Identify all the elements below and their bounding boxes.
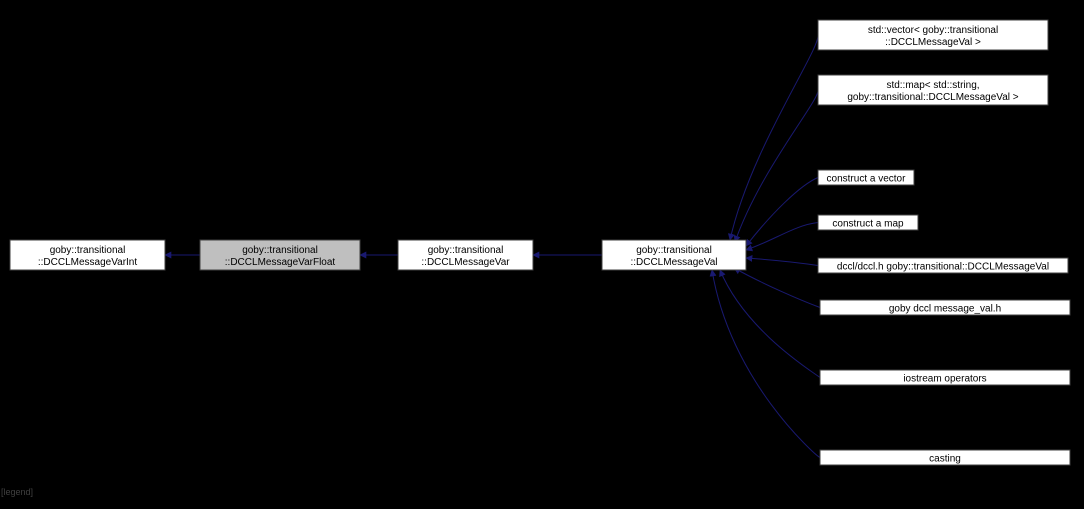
inheritance-edge [746, 223, 818, 251]
node-label: casting [929, 454, 961, 465]
inheritance-edge [712, 270, 820, 458]
inheritance-edge [734, 268, 820, 308]
class-node[interactable]: goby::transitional::DCCLMessageVal [602, 240, 746, 270]
class-node[interactable]: construct a map [818, 215, 918, 230]
node-label: goby::transitional [50, 245, 126, 256]
node-label: ::DCCLMessageVarFloat [225, 257, 336, 268]
class-node[interactable]: casting [820, 450, 1070, 465]
node-label: goby::transitional [242, 245, 318, 256]
node-label: ::DCCLMessageVarInt [38, 257, 138, 268]
inheritance-edge [730, 35, 818, 240]
node-label: goby::transitional [636, 245, 712, 256]
inheritance-edge [735, 90, 818, 242]
class-node[interactable]: construct a vector [818, 170, 914, 185]
node-label: ::DCCLMessageVal [630, 257, 717, 268]
node-label: construct a vector [827, 174, 907, 185]
node-label: std::map< std::string, [886, 80, 979, 91]
node-label: construct a map [832, 219, 904, 230]
node-label: goby::transitional::DCCLMessageVal > [847, 92, 1018, 103]
class-node[interactable]: iostream operators [820, 370, 1070, 385]
class-node[interactable]: goby::transitional::DCCLMessageVar [398, 240, 533, 270]
node-label: dccl/dccl.h goby::transitional::DCCLMess… [837, 262, 1049, 273]
class-node[interactable]: std::vector< goby::transitional::DCCLMes… [818, 20, 1048, 50]
class-node[interactable]: dccl/dccl.h goby::transitional::DCCLMess… [818, 258, 1068, 273]
node-label: goby::transitional [428, 245, 504, 256]
node-label: ::DCCLMessageVal > [885, 37, 981, 48]
class-node[interactable]: goby dccl message_val.h [820, 300, 1070, 315]
node-label: ::DCCLMessageVar [421, 257, 510, 268]
legend-text: [legend] [1, 487, 33, 497]
node-label: iostream operators [903, 374, 986, 385]
inheritance-edge [746, 258, 818, 266]
class-node[interactable]: std::map< std::string, goby::transitiona… [818, 75, 1048, 105]
inheritance-edge [746, 178, 818, 247]
node-label: goby dccl message_val.h [889, 304, 1001, 315]
class-node[interactable]: goby::transitional::DCCLMessageVarInt [10, 240, 165, 270]
class-node[interactable]: goby::transitional::DCCLMessageVarFloat [200, 240, 360, 270]
node-label: std::vector< goby::transitional [868, 25, 998, 36]
